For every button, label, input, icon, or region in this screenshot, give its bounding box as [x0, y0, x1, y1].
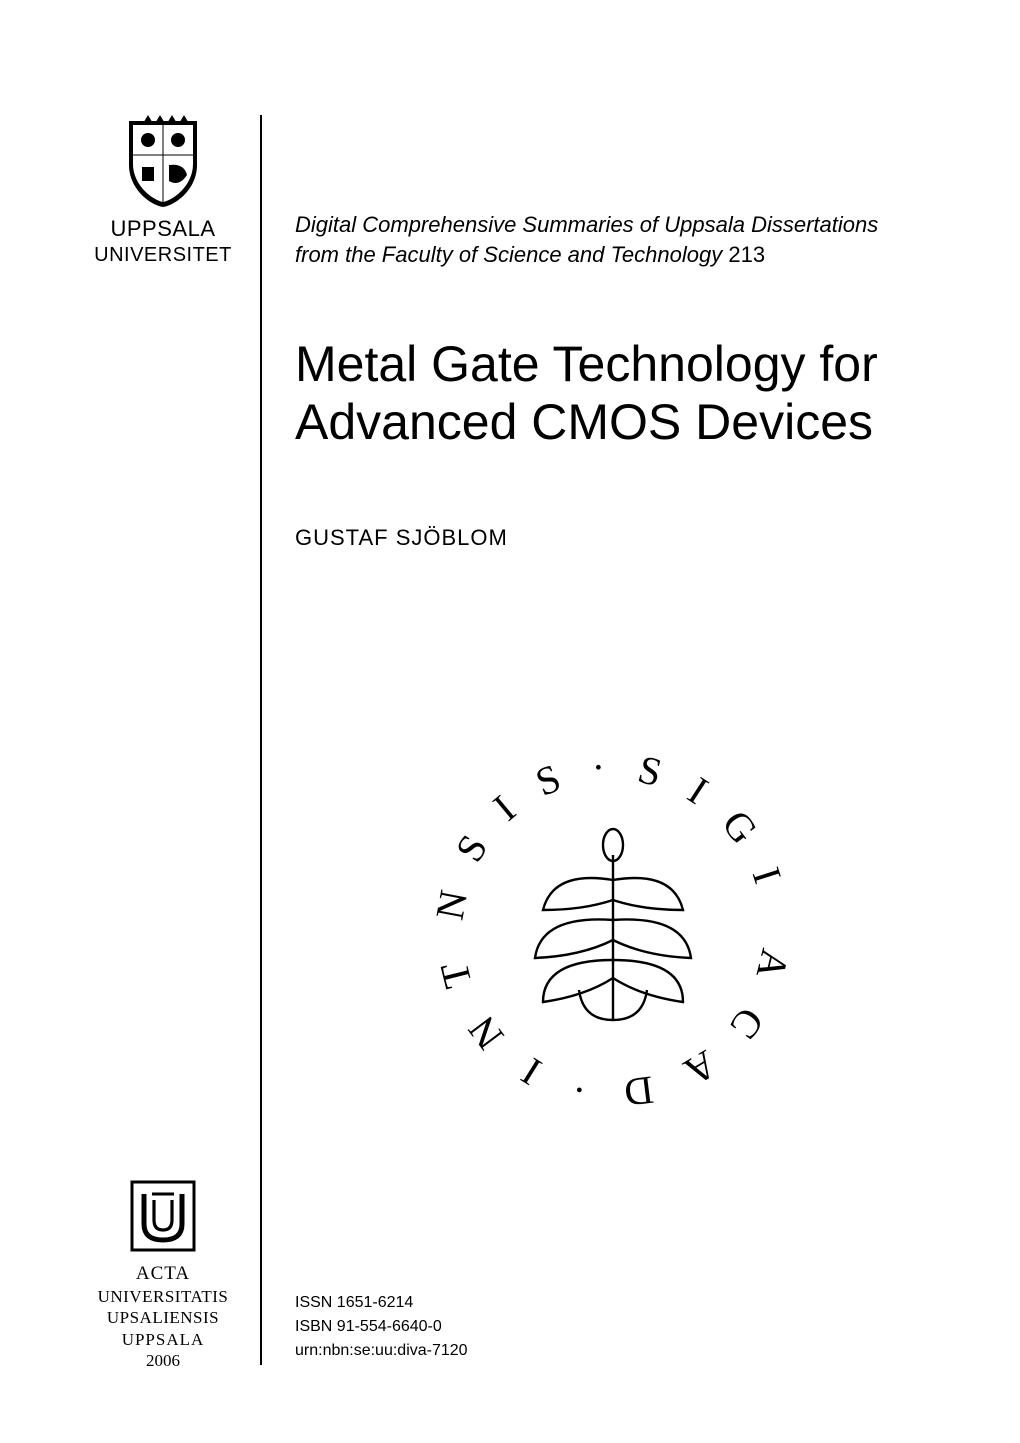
- university-logo-block: UPPSALA UNIVERSITET: [88, 115, 238, 268]
- isbn-label: ISBN: [295, 1318, 332, 1335]
- imprint-text: ACTA UNIVERSITATIS UPSALIENSIS UPPSALA 2…: [78, 1262, 248, 1371]
- imprint-line-2: UNIVERSITATIS: [78, 1286, 248, 1307]
- series-line: Digital Comprehensive Summaries of Uppsa…: [295, 210, 915, 269]
- series-line-1: Digital Comprehensive Summaries of Uppsa…: [295, 212, 878, 237]
- series-number: 213: [728, 242, 765, 267]
- title-line-1: Metal Gate Technology for: [295, 336, 878, 392]
- imprint-line-1: ACTA: [78, 1262, 248, 1286]
- imprint-line-4: UPPSALA: [78, 1329, 248, 1350]
- issn-value: 1651-6214: [337, 1294, 414, 1311]
- svg-text:U P S A L I E N S I S · S I G: U P S A L I E N S I S · S I G I L L U M …: [403, 720, 798, 923]
- isbn-line: ISBN 91-554-6640-0: [295, 1315, 468, 1339]
- university-name-line1: UPPSALA: [88, 215, 238, 243]
- issn-line: ISSN 1651-6214: [295, 1291, 468, 1315]
- university-crest-icon: [124, 115, 202, 209]
- author-name: GUSTAF SJÖBLOM: [295, 525, 508, 551]
- imprint-line-3: UPSALIENSIS: [78, 1307, 248, 1328]
- imprint-block: ACTA UNIVERSITATIS UPSALIENSIS UPPSALA 2…: [78, 1180, 248, 1371]
- urn-line: urn:nbn:se:uu:diva-7120: [295, 1339, 468, 1363]
- title-line-2: Advanced CMOS Devices: [295, 394, 873, 450]
- identifier-block: ISSN 1651-6214 ISBN 91-554-6640-0 urn:nb…: [295, 1291, 468, 1363]
- issn-label: ISSN: [295, 1294, 332, 1311]
- university-seal-icon: U P S A L I E N S I S · S I G I L L U M …: [403, 720, 823, 1140]
- uu-monogram-icon: [130, 1180, 196, 1252]
- imprint-line-5: 2006: [78, 1350, 248, 1371]
- urn-value: urn:nbn:se:uu:diva-7120: [295, 1342, 468, 1359]
- vertical-divider: [260, 115, 262, 1365]
- university-name-line2: UNIVERSITET: [88, 243, 238, 268]
- dissertation-title: Metal Gate Technology for Advanced CMOS …: [295, 335, 935, 451]
- university-name: UPPSALA UNIVERSITET: [88, 215, 238, 268]
- isbn-value: 91-554-6640-0: [337, 1318, 442, 1335]
- series-line-2: from the Faculty of Science and Technolo…: [295, 242, 722, 267]
